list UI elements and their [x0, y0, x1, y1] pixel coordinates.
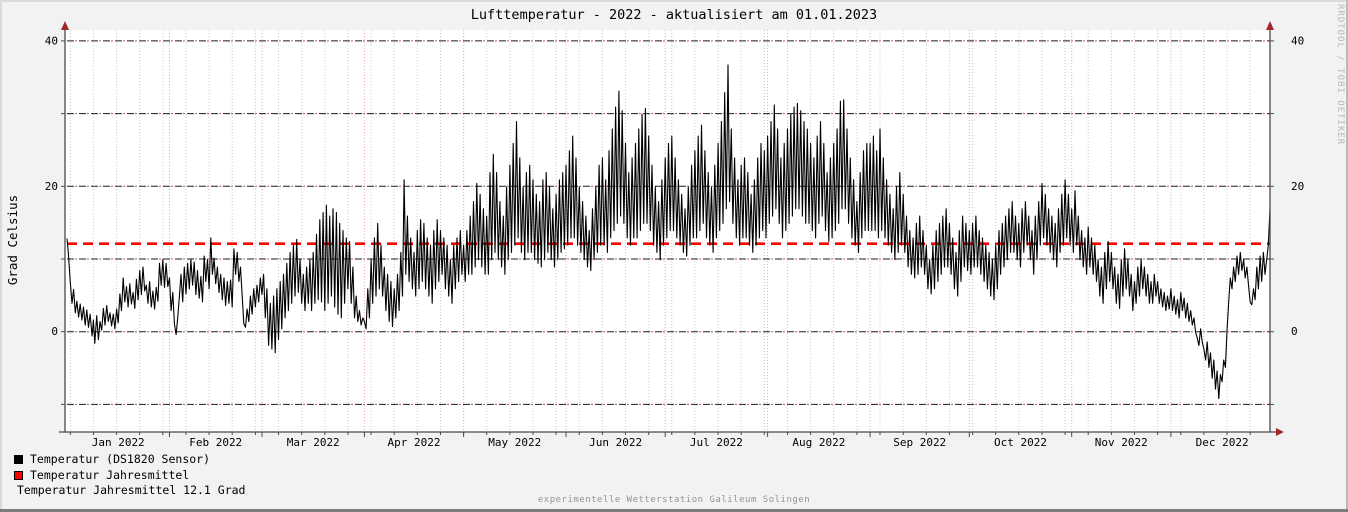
svg-text:Sep 2022: Sep 2022: [893, 436, 946, 449]
legend-label-temperature: Temperatur (DS1820 Sensor): [30, 452, 211, 466]
svg-text:Dec 2022: Dec 2022: [1196, 436, 1249, 449]
legend-label-annual-mean: Temperatur Jahresmittel: [30, 468, 190, 482]
svg-text:May 2022: May 2022: [488, 436, 541, 449]
chart-title: Lufttemperatur - 2022 - aktualisiert am …: [470, 7, 878, 23]
annual-mean-value-text: Temperatur Jahresmittel 12.1 Grad: [17, 483, 246, 497]
bevel-left-edge: [0, 0, 2, 512]
svg-text:Jan 2022: Jan 2022: [92, 436, 145, 449]
y-tick-labels: 0 0 20 20 40 40: [45, 34, 1305, 338]
temperature-line: [66, 64, 1271, 400]
bevel-top-edge: [0, 0, 1348, 2]
y-axis-arrow-left-icon: [61, 21, 69, 30]
svg-text:0: 0: [1291, 325, 1298, 338]
legend-swatch-temperature-icon: [14, 454, 23, 464]
rrdtool-watermark: RRDTOOL / TOBI OETIKER: [1335, 4, 1345, 146]
y-gridlines: [61, 40, 1274, 405]
svg-text:Jun 2022: Jun 2022: [589, 436, 642, 449]
svg-text:Nov 2022: Nov 2022: [1095, 436, 1148, 449]
svg-text:Apr 2022: Apr 2022: [388, 436, 441, 449]
bevel-right-edge: [1346, 0, 1348, 512]
svg-text:Feb 2022: Feb 2022: [189, 436, 242, 449]
bevel-bottom-edge: [0, 509, 1348, 512]
legend-annual-mean-value: Temperatur Jahresmittel 12.1 Grad: [17, 484, 245, 496]
x-tick-labels: Jan 2022 Feb 2022 Mar 2022 Apr 2022 May 2022…: [92, 436, 1249, 449]
svg-text:0: 0: [51, 325, 58, 338]
svg-text:40: 40: [45, 34, 58, 47]
y-axis-title: Grad Celsius: [5, 194, 20, 286]
svg-text:Aug 2022: Aug 2022: [792, 436, 845, 449]
week-gridlines: [69, 30, 1251, 435]
axes: [59, 21, 1284, 436]
svg-text:Mar 2022: Mar 2022: [287, 436, 340, 449]
footer-caption: experimentelle Wetterstation Galileum So…: [537, 495, 811, 505]
legend-item-annual-mean: Temperatur Jahresmittel: [14, 469, 189, 481]
svg-text:20: 20: [1291, 180, 1304, 193]
legend-swatch-annual-mean-icon: [14, 470, 23, 480]
x-axis-arrow-icon: [1276, 428, 1284, 436]
svg-text:20: 20: [45, 180, 58, 193]
svg-text:Jul 2022: Jul 2022: [690, 436, 743, 449]
plot-canvas: [65, 30, 1270, 432]
y-axis-arrow-right-icon: [1266, 21, 1274, 30]
svg-text:Oct 2022: Oct 2022: [994, 436, 1047, 449]
legend-item-temperature: Temperatur (DS1820 Sensor): [14, 453, 210, 465]
svg-text:40: 40: [1291, 34, 1304, 47]
